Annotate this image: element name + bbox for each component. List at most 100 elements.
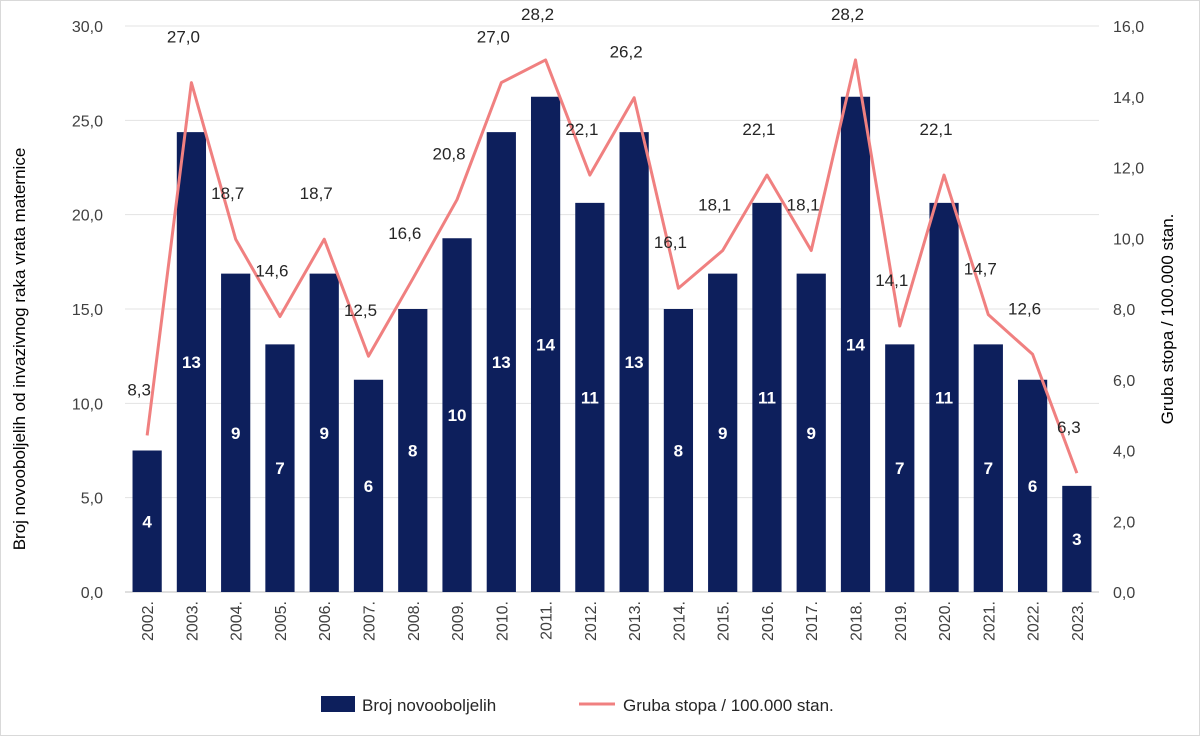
bar: [530, 96, 561, 592]
right-tick-label: 0,0: [1113, 585, 1135, 602]
line-data-label: 14,7: [964, 260, 997, 279]
bar-data-label: 7: [275, 459, 284, 478]
x-tick-label: 2004.: [229, 601, 246, 641]
line-data-label: 26,2: [610, 43, 643, 62]
bar-data-label: 14: [846, 335, 865, 354]
bar: [353, 379, 384, 592]
x-tick-label: 2022.: [1026, 601, 1043, 641]
bar-data-label: 6: [364, 477, 373, 496]
right-axis-ticks: 0,0 2,0 4,0 6,0 8,0 10,0 12,0 14,0 16,0: [1113, 19, 1144, 602]
bar: [1017, 379, 1048, 592]
left-tick-label: 20,0: [72, 208, 103, 225]
bar: [176, 132, 207, 592]
right-axis-title: Gruba stopa / 100.000 stan.: [1158, 214, 1177, 425]
bar: [1062, 485, 1092, 592]
x-tick-label: 2016.: [760, 601, 777, 641]
line-data-label: 14,6: [255, 262, 288, 281]
bar-data-label: 13: [492, 353, 511, 372]
right-tick-label: 10,0: [1113, 231, 1144, 248]
bar: [309, 273, 339, 592]
left-axis-title: Broj novooboljelih od invazivnog raka vr…: [10, 148, 29, 551]
line-data-label: 27,0: [167, 28, 200, 47]
line-data-label: 22,1: [565, 120, 598, 139]
bar-data-label: 9: [718, 424, 727, 443]
right-tick-label: 2,0: [1113, 514, 1135, 531]
bar: [575, 202, 605, 592]
line-data-label: 18,1: [698, 196, 731, 215]
bar: [619, 132, 649, 592]
x-tick-label: 2019.: [893, 601, 910, 641]
line-data-label: 12,6: [1008, 299, 1041, 318]
left-tick-label: 30,0: [72, 19, 103, 36]
line-data-label: 12,5: [344, 301, 377, 320]
line-series: [145, 58, 1079, 474]
x-tick-label: 2021.: [981, 601, 998, 641]
line-data-label: 22,1: [919, 120, 952, 139]
left-tick-label: 10,0: [72, 396, 103, 413]
line-data-label: 16,1: [654, 233, 687, 252]
x-tick-label: 2023.: [1070, 601, 1087, 641]
bar: [221, 273, 251, 592]
bar: [885, 344, 915, 592]
bar-data-label: 3: [1072, 530, 1081, 549]
bar: [929, 202, 959, 592]
bar: [132, 450, 162, 592]
x-tick-label: 2012.: [583, 601, 600, 641]
bar: [486, 132, 516, 592]
bar: [752, 202, 782, 592]
line-data-label: 20,8: [432, 145, 465, 164]
bar: [840, 96, 871, 592]
bar-data-label: 9: [231, 424, 240, 443]
bar-data-label: 7: [895, 459, 904, 478]
bar-data-label: 10: [448, 406, 467, 425]
x-tick-label: 2014.: [671, 601, 688, 641]
line-data-label: 18,1: [787, 196, 820, 215]
bar-data-label: 6: [1028, 477, 1037, 496]
left-axis-ticks: 0,0 5,0 10,0 15,0 20,0 25,0 30,0: [72, 19, 103, 602]
left-tick-label: 15,0: [72, 302, 103, 319]
x-tick-label: 2006.: [317, 601, 334, 641]
legend-bar-label: Broj novooboljelih: [362, 696, 496, 715]
line-data-label: 18,7: [211, 184, 244, 203]
line-data-label: 14,1: [875, 271, 908, 290]
bar-data-label: 8: [408, 442, 417, 461]
right-tick-label: 8,0: [1113, 302, 1135, 319]
line-data-label: 16,6: [388, 224, 421, 243]
x-tick-label: 2005.: [273, 601, 290, 641]
bar: [398, 309, 428, 592]
bar-data-label: 11: [581, 388, 599, 407]
line-data-labels: 8,3 27,0 18,7 14,6 18,7 12,5 16,6 20,8 27,0 28,2 2…: [127, 5, 1080, 437]
left-tick-label: 25,0: [72, 113, 103, 130]
x-tick-label: 2018.: [849, 601, 866, 641]
bar-data-labels: 4 13 9 7 9 6 8 10 13 14 11 13 8 9 11 9 14 7 11 7 6 3: [142, 335, 1081, 549]
left-tick-label: 0,0: [81, 585, 103, 602]
legend: Broj novooboljelih Gruba stopa / 100.000…: [321, 696, 834, 715]
x-axis-ticks: 2002. 2003. 2004. 2005. 2006. 2007. 2008. 2009.…: [140, 601, 1087, 641]
bar-data-label: 7: [984, 459, 993, 478]
bar-data-label: 11: [758, 388, 776, 407]
line-data-label: 8,3: [127, 380, 151, 399]
bar-series: [132, 96, 1092, 592]
bar: [663, 309, 694, 592]
x-tick-label: 2015.: [716, 601, 733, 641]
right-tick-label: 4,0: [1113, 444, 1135, 461]
bar-data-label: 9: [319, 424, 328, 443]
x-tick-label: 2013.: [627, 601, 644, 641]
bar: [265, 344, 295, 592]
bar: [796, 273, 826, 592]
bar-data-label: 13: [182, 353, 201, 372]
bar: [973, 344, 1003, 592]
x-tick-label: 2002.: [140, 601, 157, 641]
x-tick-label: 2020.: [937, 601, 954, 641]
x-tick-label: 2011.: [539, 601, 556, 640]
bar: [442, 238, 472, 592]
line-data-label: 22,1: [742, 120, 775, 139]
left-tick-label: 5,0: [81, 491, 103, 508]
bar-data-label: 4: [142, 512, 152, 531]
bar-data-label: 9: [806, 424, 815, 443]
bar-data-label: 13: [625, 353, 644, 372]
legend-bar-swatch: [321, 696, 355, 712]
right-tick-label: 12,0: [1113, 161, 1144, 178]
line-data-label: 18,7: [300, 184, 333, 203]
